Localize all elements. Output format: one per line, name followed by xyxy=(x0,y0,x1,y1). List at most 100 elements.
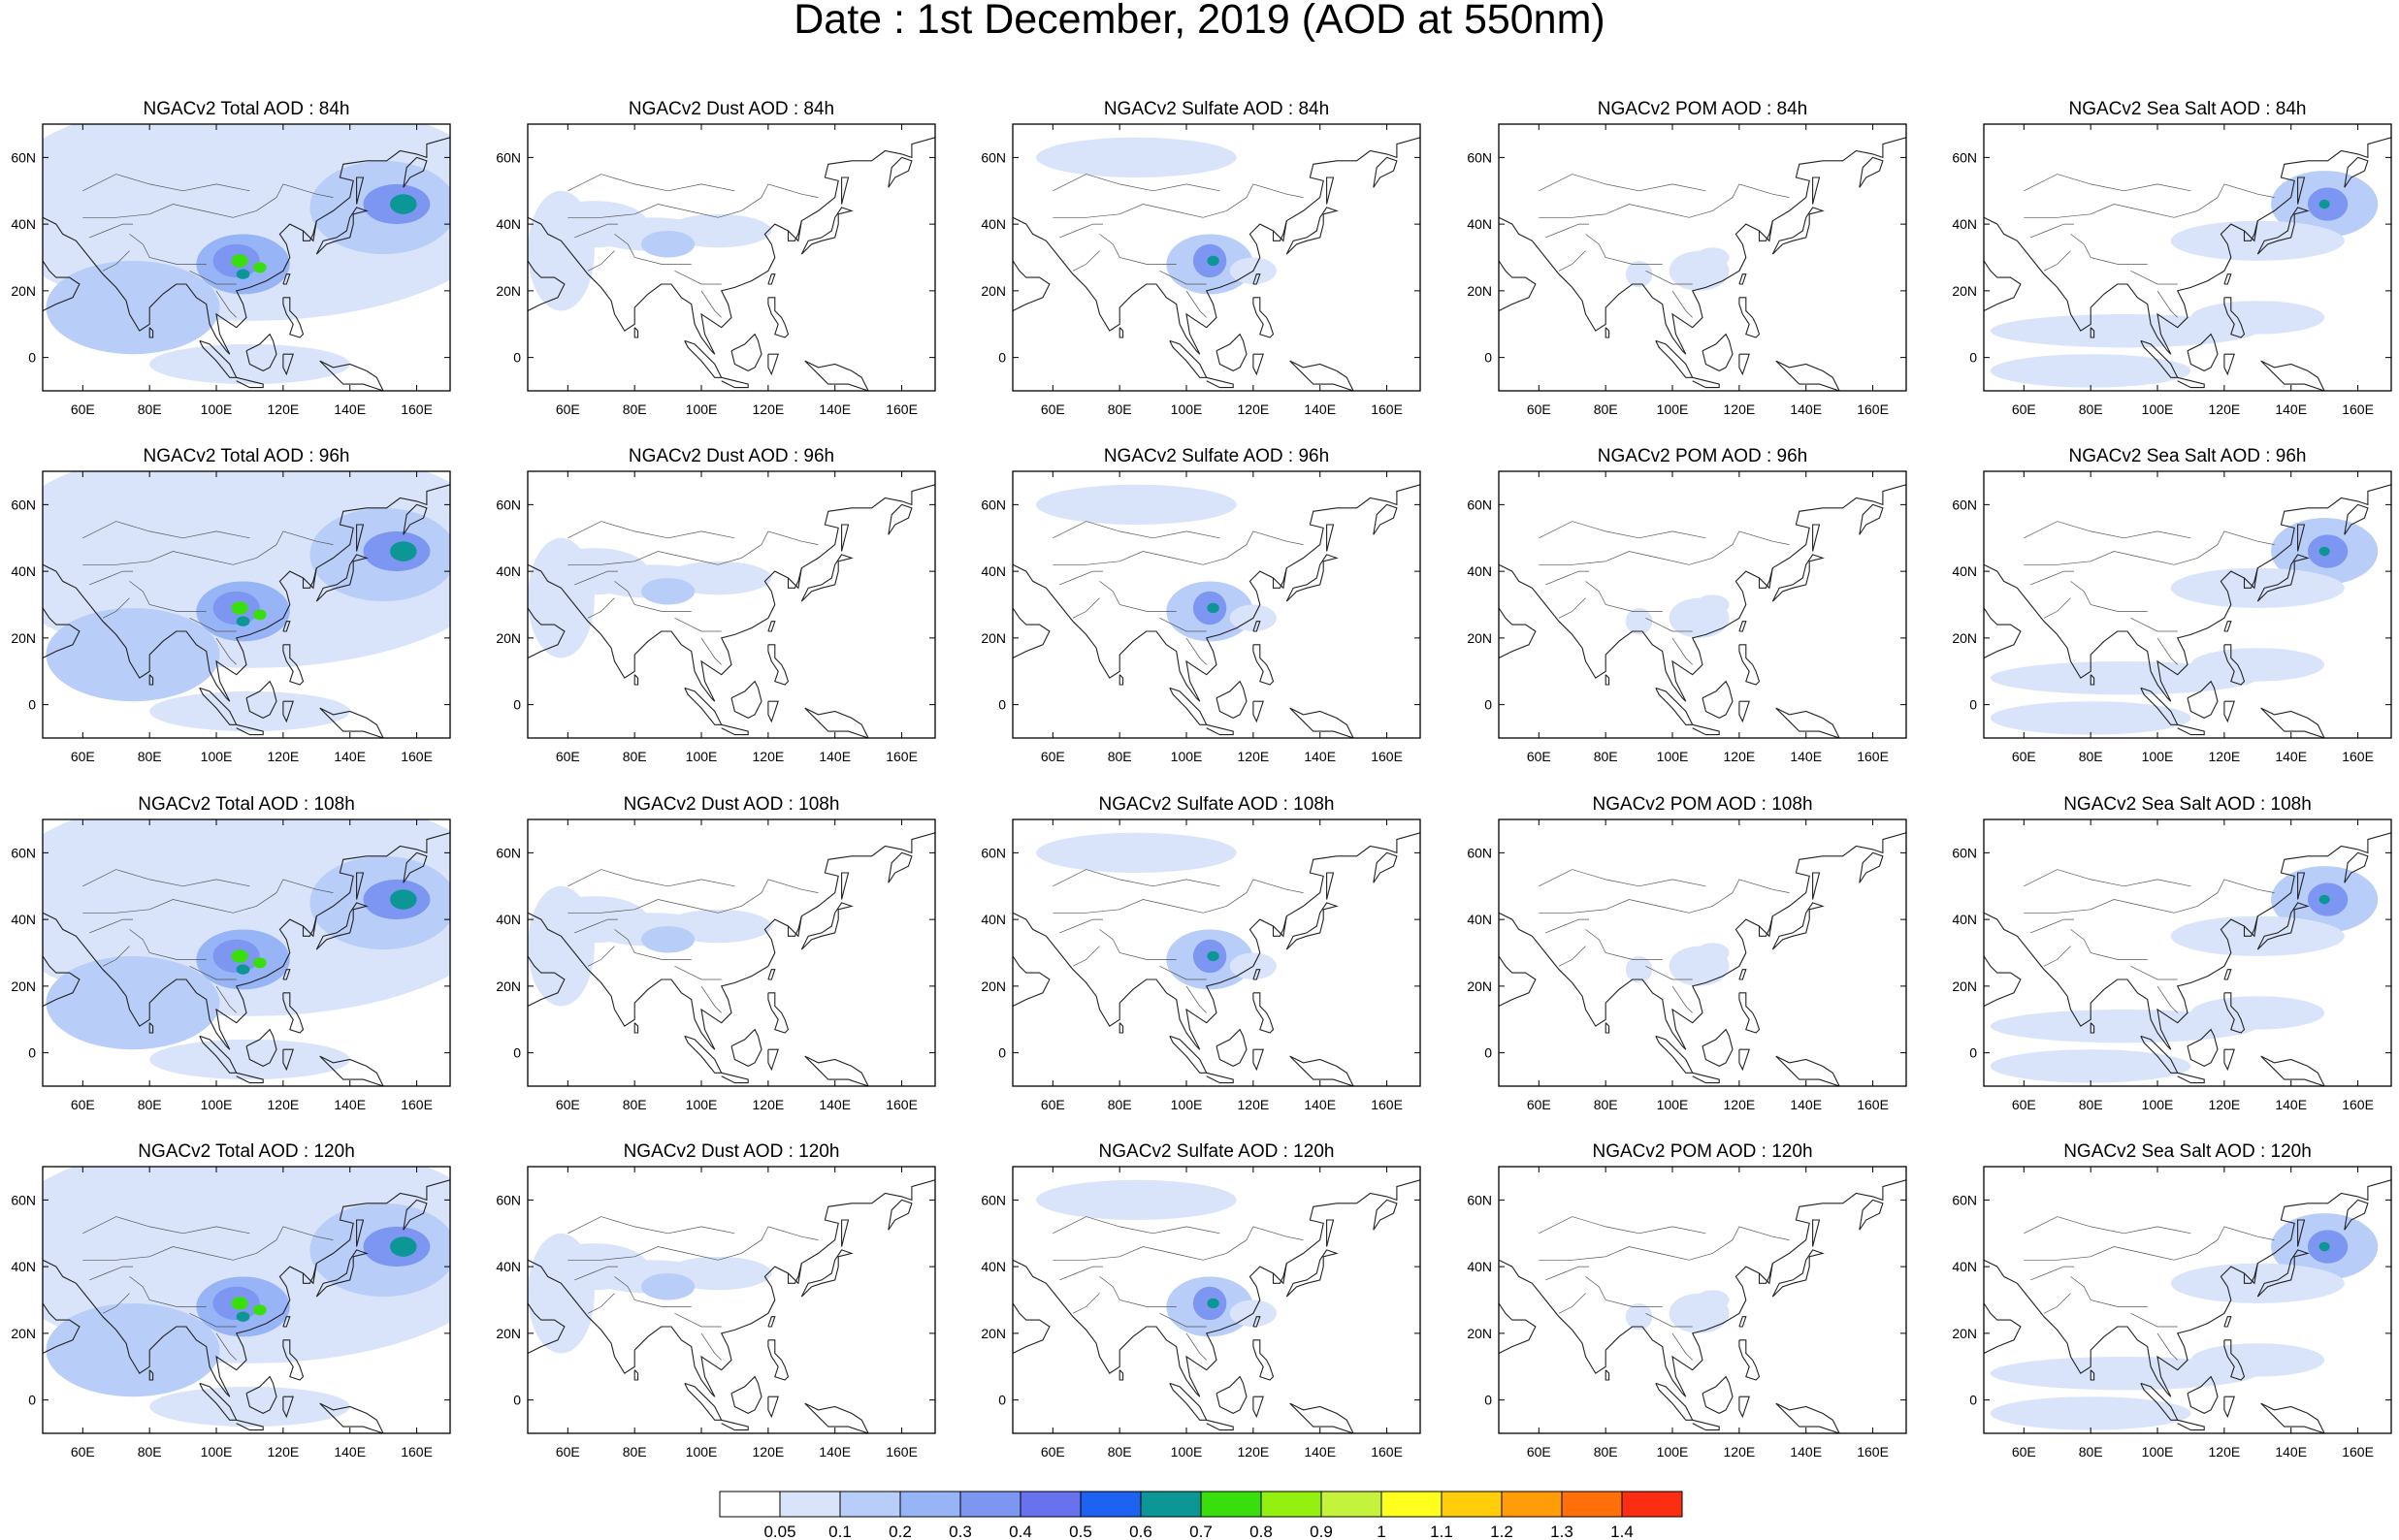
country-border xyxy=(1053,183,1304,218)
coastline xyxy=(2177,723,2205,736)
colorbar-swatch xyxy=(1441,1491,1503,1518)
country-border xyxy=(1539,183,1790,218)
map-panel-sulfate-120h: NGACv2 Sulfate AOD : 120h 60E 80E 100E 120E 1… xyxy=(981,1141,1421,1460)
coastline xyxy=(1499,1302,1537,1355)
coastline xyxy=(1812,524,1821,552)
coastline xyxy=(767,621,776,632)
coastline xyxy=(1326,524,1335,552)
map-frame xyxy=(1012,1166,1421,1434)
country-border xyxy=(2156,985,2178,1013)
coastline xyxy=(1984,607,2022,659)
country-border xyxy=(1072,946,1100,967)
coastline xyxy=(2187,333,2219,372)
colorbar-label: 0.5 xyxy=(1069,1523,1092,1540)
coastline xyxy=(1289,1402,1354,1433)
country-border xyxy=(1558,946,1586,967)
lat-tick-label: 40N xyxy=(1952,1259,1977,1274)
lon-tick-label: 160E xyxy=(1371,1444,1403,1460)
coastline xyxy=(1252,1396,1264,1419)
lat-tick-label: 60N xyxy=(981,149,1006,165)
coastline xyxy=(801,1432,842,1433)
aod-shading xyxy=(1990,1049,2191,1083)
lon-tick-label: 140E xyxy=(2275,1097,2307,1112)
country-border xyxy=(1053,521,1220,539)
country-border xyxy=(614,581,692,612)
coastline xyxy=(1289,360,1354,391)
colorbar-label: 0.1 xyxy=(828,1523,852,1540)
lon-tick-label: 160E xyxy=(886,1097,918,1112)
coastline xyxy=(315,1249,369,1298)
coastline xyxy=(356,1219,365,1247)
country-border xyxy=(2070,581,2148,612)
lat-tick-label: 60N xyxy=(1952,1192,1977,1207)
lon-tick-label: 100E xyxy=(1657,401,1689,417)
lon-tick-label: 100E xyxy=(1171,749,1203,764)
coastline xyxy=(1772,1432,1813,1433)
lat-tick-label: 40N xyxy=(981,216,1006,232)
country-border xyxy=(1585,1276,1663,1307)
lat-tick-label: 40N xyxy=(11,1259,36,1274)
coastline xyxy=(1252,969,1261,980)
lon-tick-label: 140E xyxy=(334,749,366,764)
lon-tick-label: 140E xyxy=(819,749,851,764)
coastline xyxy=(1285,207,1339,255)
lon-tick-label: 160E xyxy=(2342,401,2374,417)
coastline xyxy=(804,1055,869,1086)
country-border xyxy=(567,183,819,218)
map-frame xyxy=(1012,470,1421,739)
figure-title: Date : 1st December, 2019 (AOD at 550nm) xyxy=(794,0,1605,43)
country-border xyxy=(189,270,237,285)
coastline xyxy=(1702,680,1734,720)
country-border xyxy=(700,637,722,665)
coastline xyxy=(2344,156,2369,188)
colorbar-label: 0.3 xyxy=(949,1523,972,1540)
country-border xyxy=(1558,597,1586,619)
coastline xyxy=(1984,1302,2022,1355)
aod-shading xyxy=(390,1236,417,1257)
aod-shading xyxy=(252,1304,267,1316)
country-border xyxy=(674,270,722,285)
coastline xyxy=(2090,327,2095,338)
lon-tick-label: 120E xyxy=(1724,1097,1756,1112)
coastline xyxy=(43,260,81,312)
lon-tick-label: 80E xyxy=(623,1097,647,1112)
coastline xyxy=(528,1302,566,1355)
aod-shading xyxy=(1990,1396,2191,1430)
country-border xyxy=(1539,530,1790,565)
country-border xyxy=(1645,270,1693,285)
panel-title: NGACv2 POM AOD : 84h xyxy=(1598,99,1807,119)
panel-title: NGACv2 Dust AOD : 108h xyxy=(624,794,840,815)
coastline xyxy=(767,273,776,285)
coastline xyxy=(888,503,913,535)
country-border xyxy=(1645,617,1693,632)
lon-tick-label: 140E xyxy=(2275,749,2307,764)
country-border xyxy=(1539,1216,1706,1235)
country-border xyxy=(1072,250,1100,272)
coastline xyxy=(721,1419,749,1431)
panel-title: NGACv2 Dust AOD : 96h xyxy=(629,446,834,466)
lat-tick-label: 40N xyxy=(981,912,1006,927)
lat-tick-label: 40N xyxy=(11,216,36,232)
aod-shading xyxy=(1696,1290,1730,1310)
coastline xyxy=(1216,333,1248,372)
coastline xyxy=(282,297,305,338)
coastline xyxy=(1499,137,1906,355)
lat-tick-label: 20N xyxy=(1467,283,1492,299)
coastline xyxy=(1285,902,1339,950)
coastline xyxy=(1373,156,1398,188)
colorbar-swatch xyxy=(1561,1491,1623,1518)
lon-tick-label: 160E xyxy=(886,749,918,764)
lat-tick-label: 0 xyxy=(513,697,521,713)
coastline xyxy=(1984,832,2391,1050)
aod-shading xyxy=(46,260,220,355)
lon-tick-label: 80E xyxy=(1108,1444,1132,1460)
country-border xyxy=(700,985,722,1013)
lat-tick-label: 20N xyxy=(981,1326,1006,1341)
coastline xyxy=(2256,1249,2310,1298)
lat-tick-label: 20N xyxy=(496,1326,521,1341)
coastline xyxy=(888,156,913,188)
country-border xyxy=(189,617,237,632)
coastline xyxy=(1373,503,1398,535)
country-border xyxy=(1099,234,1177,265)
coastline xyxy=(282,644,305,686)
